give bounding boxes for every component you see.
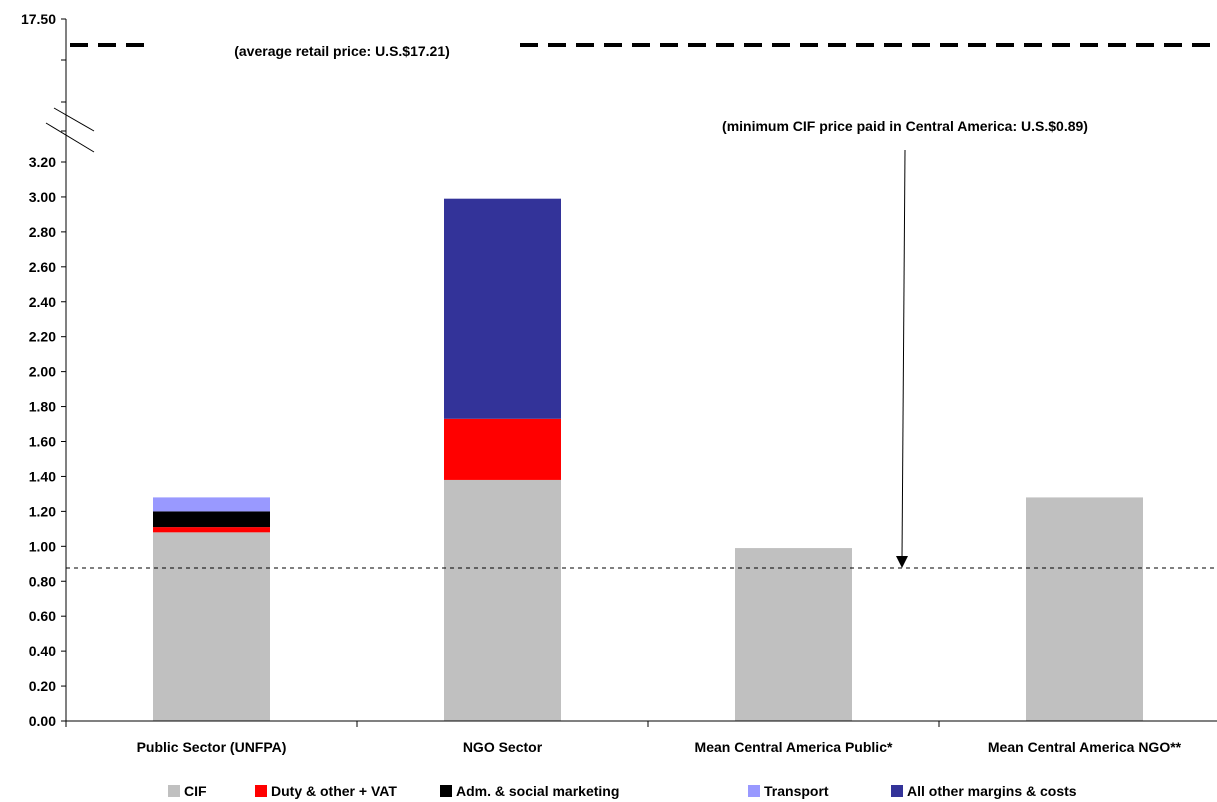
bar-all-other-margins-costs-1 [444, 198, 561, 419]
axis-break-mark-2 [45, 122, 95, 153]
legend-swatch [891, 785, 903, 797]
axis-break-mark-1 [53, 107, 95, 132]
x-category-label: NGO Sector [463, 739, 543, 755]
legend-swatch [255, 785, 267, 797]
legend-label: Transport [764, 783, 829, 799]
x-category-label: Mean Central America NGO** [988, 739, 1182, 755]
y-tick-label: 2.80 [29, 224, 56, 240]
bar-adm-social-marketing-0 [153, 511, 270, 528]
legend-label: CIF [184, 783, 207, 799]
y-tick-label: 0.20 [29, 678, 56, 694]
retail-price-label: (average retail price: U.S.$17.21) [234, 43, 450, 59]
y-tick-label: 3.00 [29, 189, 56, 205]
y-tick-label: 1.20 [29, 503, 56, 519]
y-tick-label: 2.40 [29, 294, 56, 310]
y-tick-label: 1.00 [29, 538, 56, 554]
min-cif-arrow-shaft [901, 149, 906, 559]
min-cif-arrow-head [896, 556, 908, 568]
legend-label: All other margins & costs [907, 783, 1077, 799]
bar-cif-3 [1026, 497, 1143, 721]
x-category-label: Public Sector (UNFPA) [137, 739, 287, 755]
x-category-label: Mean Central America Public* [695, 739, 893, 755]
bar-cif-2 [735, 548, 852, 721]
min-cif-label: (minimum CIF price paid in Central Ameri… [722, 118, 1088, 134]
y-tick-label: 2.00 [29, 364, 56, 380]
y-tick-label: 0.80 [29, 573, 56, 589]
y-tick-label: 1.60 [29, 434, 56, 450]
bar-duty-other-vat-1 [444, 418, 561, 480]
legend-swatch [748, 785, 760, 797]
y-tick-label-top: 17.50 [21, 11, 56, 27]
bar-duty-other-vat-0 [153, 527, 270, 533]
y-tick-label: 1.40 [29, 468, 56, 484]
bar-transport-0 [153, 497, 270, 512]
legend-label: Adm. & social marketing [456, 783, 619, 799]
y-tick-label: 0.60 [29, 608, 56, 624]
y-tick-label: 2.60 [29, 259, 56, 275]
y-tick-label: 3.20 [29, 154, 56, 170]
bar-cif-0 [153, 532, 270, 721]
legend-swatch [168, 785, 180, 797]
legend-swatch [440, 785, 452, 797]
y-tick-label: 2.20 [29, 329, 56, 345]
bar-cif-1 [444, 479, 561, 721]
y-tick-label: 0.00 [29, 713, 56, 729]
legend-label: Duty & other + VAT [271, 783, 397, 799]
y-tick-label: 1.80 [29, 399, 56, 415]
y-tick-label: 0.40 [29, 643, 56, 659]
